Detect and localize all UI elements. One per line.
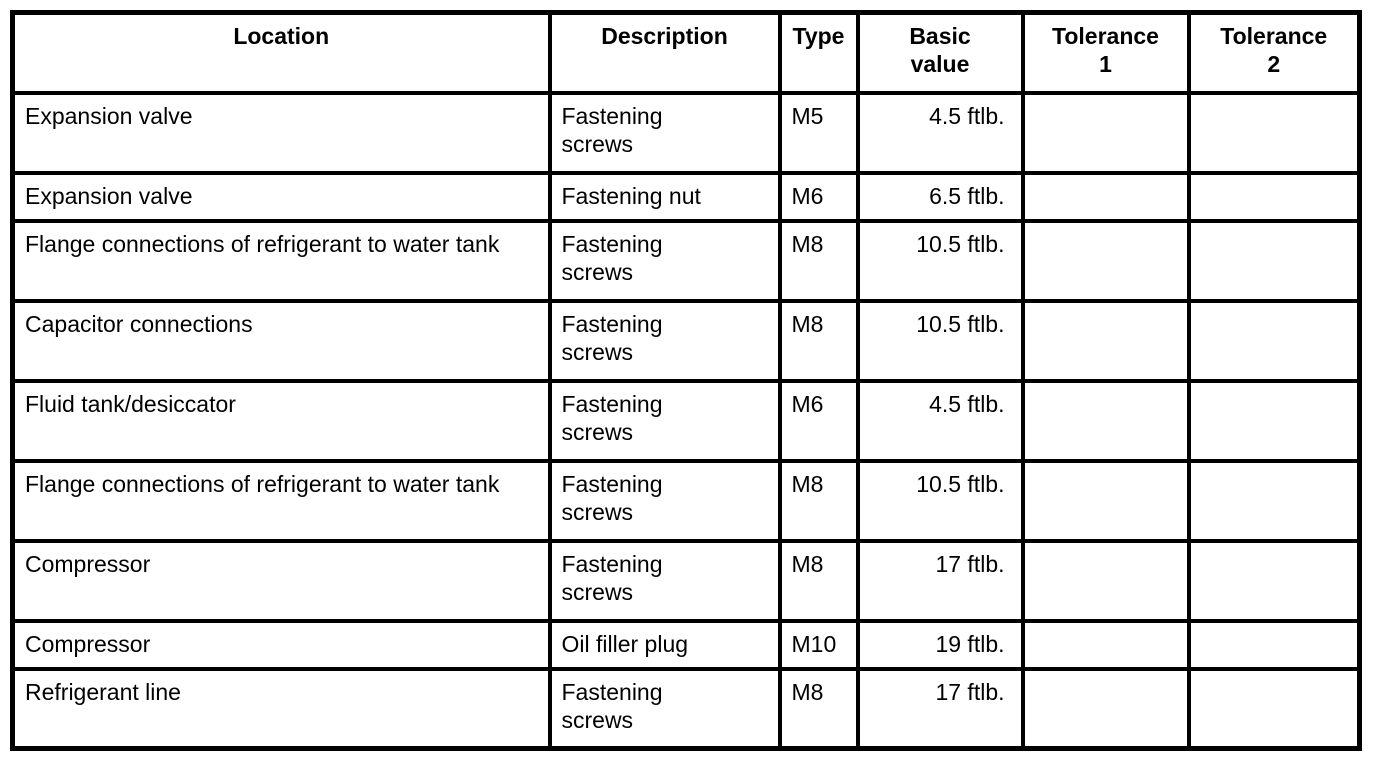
cell-tolerance-1 bbox=[1020, 218, 1191, 303]
cell-location: Compressor bbox=[10, 618, 552, 671]
cell-type: M6 bbox=[777, 378, 860, 463]
cell-basic-value: 10.5 ftlb. bbox=[855, 458, 1025, 543]
cell-type: M8 bbox=[777, 666, 860, 751]
table-row: Flange connections of refrigerant to wat… bbox=[10, 458, 1362, 543]
cell-type: M8 bbox=[777, 458, 860, 543]
cell-description: Oil filler plug bbox=[547, 618, 782, 671]
cell-description: Fastening screws bbox=[547, 378, 782, 463]
cell-tolerance-2 bbox=[1186, 170, 1362, 223]
cell-tolerance-2 bbox=[1186, 618, 1362, 671]
table-row: Capacitor connections Fastening screws M8 1… bbox=[10, 298, 1362, 383]
cell-location: Flange connections of refrigerant to wat… bbox=[10, 218, 552, 303]
cell-basic-value: 19 ftlb. bbox=[855, 618, 1025, 671]
cell-tolerance-2 bbox=[1186, 666, 1362, 751]
cell-basic-value: 17 ftlb. bbox=[855, 538, 1025, 623]
cell-tolerance-1 bbox=[1020, 458, 1191, 543]
cell-type: M8 bbox=[777, 298, 860, 383]
cell-tolerance-1 bbox=[1020, 618, 1191, 671]
cell-tolerance-1 bbox=[1020, 666, 1191, 751]
cell-tolerance-1 bbox=[1020, 170, 1191, 223]
cell-description: Fastening screws bbox=[547, 218, 782, 303]
cell-basic-value: 10.5 ftlb. bbox=[855, 218, 1025, 303]
cell-type: M6 bbox=[777, 170, 860, 223]
cell-tolerance-1 bbox=[1020, 378, 1191, 463]
cell-basic-value: 17 ftlb. bbox=[855, 666, 1025, 751]
table-row: Expansion valve Fastening screws M5 4.5 ftl… bbox=[10, 90, 1362, 175]
cell-basic-value: 4.5 ftlb. bbox=[855, 378, 1025, 463]
cell-location: Expansion valve bbox=[10, 170, 552, 223]
cell-tolerance-1 bbox=[1020, 90, 1191, 175]
table-row: Expansion valve Fastening nut M6 6.5 ftlb. bbox=[10, 170, 1362, 223]
column-header-tolerance-2: Tolerance 2 bbox=[1186, 10, 1362, 95]
table-row: Fluid tank/desiccator Fastening screws M6 4… bbox=[10, 378, 1362, 463]
table-row: Refrigerant line Fastening screws M8 17 ftl… bbox=[10, 666, 1362, 751]
cell-tolerance-2 bbox=[1186, 538, 1362, 623]
cell-location: Capacitor connections bbox=[10, 298, 552, 383]
cell-description: Fastening screws bbox=[547, 538, 782, 623]
column-header-type: Type bbox=[777, 10, 860, 95]
cell-description: Fastening screws bbox=[547, 666, 782, 751]
table-row: Flange connections of refrigerant to wat… bbox=[10, 218, 1362, 303]
column-header-tolerance-1: Tolerance 1 bbox=[1020, 10, 1191, 95]
cell-location: Refrigerant line bbox=[10, 666, 552, 751]
cell-type: M10 bbox=[777, 618, 860, 671]
cell-location: Fluid tank/desiccator bbox=[10, 378, 552, 463]
cell-tolerance-2 bbox=[1186, 218, 1362, 303]
cell-tolerance-2 bbox=[1186, 298, 1362, 383]
column-header-description: Description bbox=[547, 10, 782, 95]
cell-basic-value: 6.5 ftlb. bbox=[855, 170, 1025, 223]
torque-spec-table: Location Description Type Basic value To… bbox=[10, 10, 1362, 751]
cell-tolerance-2 bbox=[1186, 458, 1362, 543]
cell-basic-value: 10.5 ftlb. bbox=[855, 298, 1025, 383]
cell-basic-value: 4.5 ftlb. bbox=[855, 90, 1025, 175]
cell-tolerance-1 bbox=[1020, 298, 1191, 383]
cell-tolerance-2 bbox=[1186, 378, 1362, 463]
table-body: Expansion valve Fastening screws M5 4.5 ftl… bbox=[10, 90, 1362, 751]
cell-tolerance-1 bbox=[1020, 538, 1191, 623]
table-row: Compressor Fastening screws M8 17 ftlb. bbox=[10, 538, 1362, 623]
table-header-row: Location Description Type Basic value To… bbox=[10, 10, 1362, 95]
cell-description: Fastening screws bbox=[547, 298, 782, 383]
column-header-location: Location bbox=[10, 10, 552, 95]
cell-location: Expansion valve bbox=[10, 90, 552, 175]
cell-description: Fastening screws bbox=[547, 90, 782, 175]
cell-location: Flange connections of refrigerant to wat… bbox=[10, 458, 552, 543]
cell-description: Fastening screws bbox=[547, 458, 782, 543]
cell-type: M8 bbox=[777, 218, 860, 303]
cell-tolerance-2 bbox=[1186, 90, 1362, 175]
cell-location: Compressor bbox=[10, 538, 552, 623]
column-header-basic-value: Basic value bbox=[855, 10, 1025, 95]
cell-type: M5 bbox=[777, 90, 860, 175]
table-row: Compressor Oil filler plug M10 19 ftlb. bbox=[10, 618, 1362, 671]
cell-type: M8 bbox=[777, 538, 860, 623]
cell-description: Fastening nut bbox=[547, 170, 782, 223]
